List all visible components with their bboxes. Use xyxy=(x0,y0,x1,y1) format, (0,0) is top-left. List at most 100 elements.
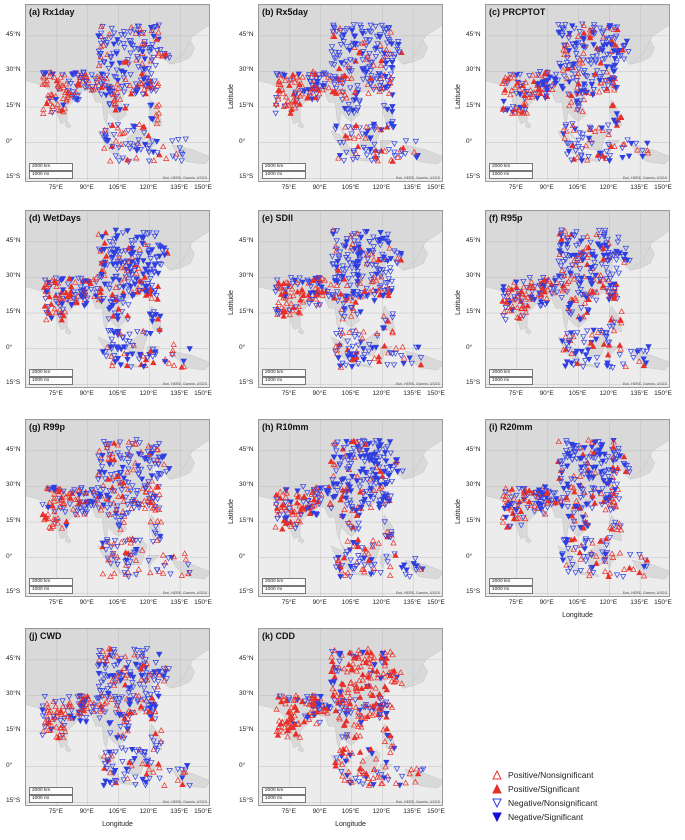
station-marker xyxy=(140,29,147,36)
station-marker xyxy=(124,128,132,134)
station-marker xyxy=(561,134,568,141)
station-marker xyxy=(593,552,600,559)
station-marker xyxy=(590,327,597,334)
station-marker xyxy=(51,305,58,312)
panel-title: (e) SDII xyxy=(262,213,294,223)
station-marker xyxy=(39,707,46,714)
latitude-axis-label: Latitude xyxy=(227,499,235,524)
station-marker xyxy=(128,762,135,769)
station-marker xyxy=(102,778,109,785)
station-marker xyxy=(150,496,157,502)
station-marker xyxy=(60,488,67,495)
station-marker xyxy=(145,696,152,703)
lon-tick-label: 90°E xyxy=(539,390,554,397)
station-marker xyxy=(107,34,115,41)
station-marker xyxy=(582,461,590,468)
station-marker xyxy=(312,94,320,101)
station-marker xyxy=(356,677,363,684)
station-marker xyxy=(134,257,141,264)
station-marker xyxy=(135,663,143,670)
station-marker xyxy=(147,81,155,88)
station-marker xyxy=(135,137,142,144)
longitude-axis-label: Longitude xyxy=(562,612,593,619)
station-marker xyxy=(287,110,294,116)
station-marker xyxy=(511,294,518,301)
station-marker xyxy=(582,73,589,80)
lon-tick-label: 150°E xyxy=(654,390,672,397)
station-marker xyxy=(524,294,532,300)
station-marker xyxy=(356,748,364,755)
station-marker xyxy=(112,105,120,112)
station-marker xyxy=(317,485,324,492)
station-marker xyxy=(382,65,390,72)
station-marker xyxy=(560,73,568,80)
station-marker xyxy=(553,289,561,296)
station-marker xyxy=(387,648,394,655)
lat-tick-label: 15°S xyxy=(239,173,254,181)
station-marker xyxy=(543,278,551,284)
station-marker xyxy=(55,301,62,308)
station-marker xyxy=(395,41,402,48)
station-marker xyxy=(622,468,630,475)
scale-bar-mi: 1000 mi xyxy=(29,795,73,803)
station-marker xyxy=(616,520,623,527)
station-marker xyxy=(372,45,380,52)
station-marker xyxy=(606,535,614,541)
lat-tick-label: 30°N xyxy=(466,272,481,280)
station-marker xyxy=(116,158,123,165)
station-marker xyxy=(152,530,159,537)
land-shape xyxy=(631,350,669,371)
lat-tick-label: 30°N xyxy=(466,481,481,489)
station-marker xyxy=(351,566,358,572)
station-marker xyxy=(129,343,137,349)
station-marker xyxy=(351,58,358,65)
station-marker xyxy=(587,126,595,132)
station-marker xyxy=(275,279,282,286)
station-marker xyxy=(76,505,84,512)
map-canvas: (e) SDII 2000 km 1000 mi Esri, HERE, Garmin… xyxy=(258,210,443,388)
station-marker xyxy=(583,244,590,251)
station-marker xyxy=(357,309,364,316)
station-marker xyxy=(340,665,348,672)
station-marker xyxy=(381,519,388,526)
station-marker xyxy=(146,707,153,714)
station-marker xyxy=(330,231,337,238)
station-marker xyxy=(338,680,345,687)
station-marker xyxy=(600,252,607,259)
station-marker xyxy=(48,301,55,307)
station-marker xyxy=(520,100,527,107)
station-marker xyxy=(398,680,405,686)
station-marker xyxy=(580,492,587,499)
station-marker xyxy=(605,474,612,480)
lat-tick-label: 15°S xyxy=(466,173,481,181)
station-marker xyxy=(384,231,392,238)
station-marker xyxy=(346,547,354,554)
station-marker xyxy=(563,561,570,568)
station-marker xyxy=(572,570,579,576)
lat-tick-label: 15°S xyxy=(6,588,21,596)
station-marker xyxy=(101,760,109,767)
station-marker xyxy=(130,249,137,256)
station-marker xyxy=(144,355,151,362)
station-marker xyxy=(564,245,571,252)
station-marker xyxy=(613,24,621,31)
station-marker xyxy=(576,317,584,323)
lon-tick-label: 120°E xyxy=(372,184,391,191)
station-marker xyxy=(366,655,374,662)
station-marker xyxy=(353,264,360,271)
station-marker xyxy=(44,704,52,710)
station-marker xyxy=(598,490,605,497)
station-marker xyxy=(334,266,342,273)
station-marker xyxy=(301,493,308,500)
station-marker xyxy=(374,266,381,272)
station-marker xyxy=(99,570,107,577)
station-marker xyxy=(515,486,523,492)
map-attribution: Esri, HERE, Garmin, USGS xyxy=(162,382,207,386)
station-marker xyxy=(131,756,138,762)
station-marker xyxy=(39,502,46,508)
station-marker xyxy=(152,745,160,752)
station-marker xyxy=(345,478,352,485)
station-marker xyxy=(586,125,593,132)
station-marker xyxy=(602,77,609,84)
station-marker xyxy=(277,291,285,297)
